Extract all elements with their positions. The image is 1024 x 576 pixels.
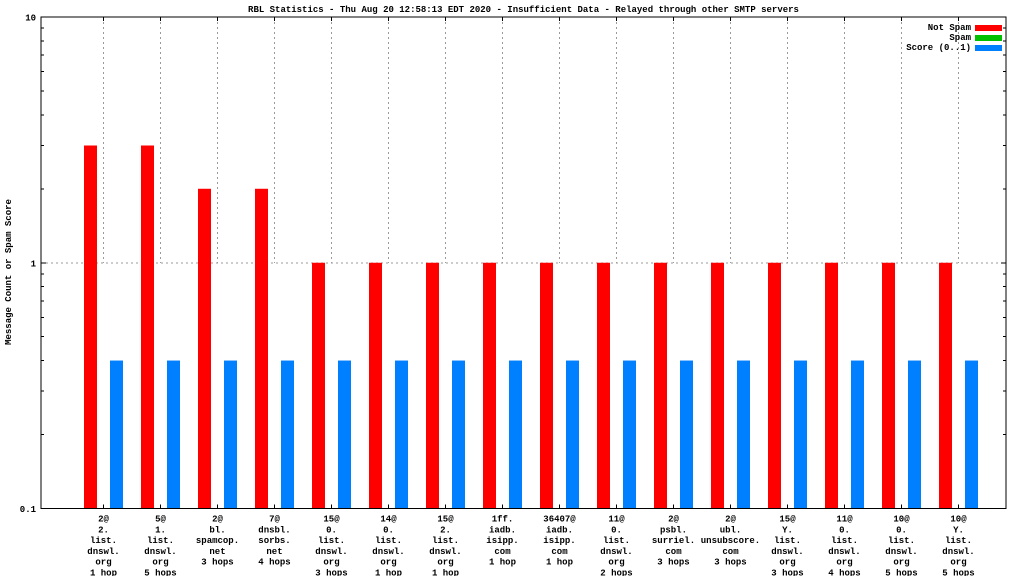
legend-row-not-spam: Not Spam bbox=[906, 23, 1002, 33]
bar-not-spam-3 bbox=[255, 188, 268, 509]
legend-swatch-not-spam bbox=[975, 25, 1002, 31]
x-tick-label: 5@ 1. list. dnswl. org 5 hops bbox=[144, 515, 176, 576]
legend-row-score: Score (0..1) bbox=[906, 43, 1002, 53]
ytick-label: 10 bbox=[25, 14, 36, 24]
x-tick-label: 36407@ iadb. isipp. com 1 hop bbox=[543, 515, 576, 568]
bar-not-spam-7 bbox=[483, 262, 496, 509]
bar-not-spam-12 bbox=[768, 262, 781, 509]
bar-not-spam-5 bbox=[369, 262, 382, 509]
bar-not-spam-2 bbox=[198, 188, 211, 509]
bar-not-spam-11 bbox=[711, 262, 724, 509]
bar-score-0-1--15 bbox=[965, 360, 978, 509]
bar-not-spam-0 bbox=[84, 145, 97, 509]
x-tick-label: 10@ 0. list. dnswl. org 5 hops bbox=[885, 515, 917, 576]
x-tick-label: 15@ 2. list. dnswl. org 1 hop bbox=[429, 515, 461, 576]
bar-score-0-1--10 bbox=[680, 360, 693, 509]
x-tick-label: 15@ Y. list. dnswl. org 3 hops bbox=[771, 515, 803, 576]
bar-score-0-1--9 bbox=[623, 360, 636, 509]
legend-label-score: Score (0..1) bbox=[906, 43, 971, 53]
bar-not-spam-8 bbox=[540, 262, 553, 509]
legend-label-not-spam: Not Spam bbox=[927, 23, 971, 33]
x-tick-label: 2@ psbl. surriel. com 3 hops bbox=[652, 515, 695, 568]
bar-not-spam-4 bbox=[312, 262, 325, 509]
chart-title: RBL Statistics - Thu Aug 20 12:58:13 EDT… bbox=[248, 5, 799, 15]
legend-swatch-score bbox=[975, 45, 1002, 51]
bar-not-spam-14 bbox=[882, 262, 895, 509]
x-tick-label: 2@ bl. spamcop. net 3 hops bbox=[196, 515, 239, 568]
ytick-label: 0.1 bbox=[20, 505, 37, 515]
bar-score-0-1--1 bbox=[167, 360, 180, 509]
x-tick-label: 1ff. iadb. isipp. com 1 hop bbox=[486, 515, 518, 568]
legend-swatch-spam bbox=[975, 35, 1002, 41]
bar-score-0-1--4 bbox=[338, 360, 351, 509]
x-tick-label: 2@ 2. list. dnswl. org 1 hop bbox=[87, 515, 119, 576]
x-tick-label: 10@ Y. list. dnswl. org 5 hops bbox=[942, 515, 974, 576]
legend-row-spam: Spam bbox=[906, 33, 1002, 43]
x-tick-label: 15@ 0. list. dnswl. org 3 hops bbox=[315, 515, 347, 576]
bar-not-spam-1 bbox=[141, 145, 154, 509]
bar-not-spam-10 bbox=[654, 262, 667, 509]
bar-score-0-1--6 bbox=[452, 360, 465, 509]
legend-label-spam: Spam bbox=[949, 33, 971, 43]
bar-score-0-1--0 bbox=[110, 360, 123, 509]
bar-score-0-1--12 bbox=[794, 360, 807, 509]
legend: Not Spam Spam Score (0..1) bbox=[906, 23, 1002, 55]
bar-score-0-1--3 bbox=[281, 360, 294, 509]
ytick-label: 1 bbox=[31, 259, 37, 269]
bar-score-0-1--13 bbox=[851, 360, 864, 509]
bar-score-0-1--2 bbox=[224, 360, 237, 509]
bar-not-spam-6 bbox=[426, 262, 439, 509]
x-tick-label: 2@ ubl. unsubscore. com 3 hops bbox=[701, 515, 760, 568]
x-tick-label: 11@ 0. list. dnswl. org 4 hops bbox=[828, 515, 860, 576]
bar-score-0-1--11 bbox=[737, 360, 750, 509]
bar-not-spam-15 bbox=[939, 262, 952, 509]
bar-score-0-1--8 bbox=[566, 360, 579, 509]
bar-score-0-1--7 bbox=[509, 360, 522, 509]
x-tick-label: 11@ 0. list. dnswl. org 2 hops bbox=[600, 515, 632, 576]
x-tick-label: 14@ 0. list. dnswl. org 1 hop bbox=[372, 515, 404, 576]
bar-not-spam-13 bbox=[825, 262, 838, 509]
bar-not-spam-9 bbox=[597, 262, 610, 509]
y-axis-label: Message Count or Spam Score bbox=[4, 199, 14, 345]
bar-score-0-1--5 bbox=[395, 360, 408, 509]
bar-score-0-1--14 bbox=[908, 360, 921, 509]
x-tick-label: 7@ dnsbl. sorbs. net 4 hops bbox=[258, 515, 290, 568]
